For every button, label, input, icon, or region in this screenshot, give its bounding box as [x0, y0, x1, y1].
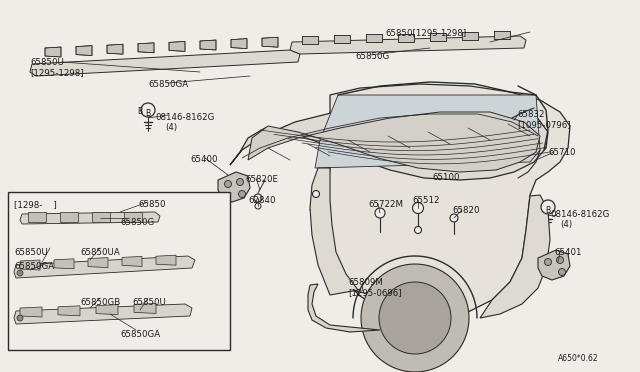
- Circle shape: [17, 270, 23, 276]
- Text: B: B: [145, 109, 150, 118]
- Text: 65100: 65100: [432, 173, 460, 182]
- Polygon shape: [88, 257, 108, 267]
- Circle shape: [255, 203, 261, 209]
- Text: 65820: 65820: [452, 206, 479, 215]
- Text: 65722M: 65722M: [368, 200, 403, 209]
- Polygon shape: [310, 168, 358, 295]
- Text: [1295-1298]: [1295-1298]: [30, 68, 84, 77]
- Text: 08146-8162G: 08146-8162G: [155, 113, 214, 122]
- Text: 65850: 65850: [138, 200, 166, 209]
- Text: 65401: 65401: [554, 248, 582, 257]
- Polygon shape: [14, 256, 195, 278]
- Polygon shape: [124, 212, 142, 222]
- Text: [1298-    ]: [1298- ]: [14, 200, 57, 209]
- Text: 65850U: 65850U: [30, 58, 64, 67]
- Text: A650*0.62: A650*0.62: [558, 354, 598, 363]
- Polygon shape: [538, 250, 570, 280]
- Text: [1095-0796]: [1095-0796]: [517, 120, 571, 129]
- Polygon shape: [92, 212, 110, 222]
- Polygon shape: [315, 95, 540, 168]
- Polygon shape: [14, 304, 192, 324]
- Circle shape: [237, 179, 243, 186]
- Circle shape: [141, 103, 155, 117]
- Polygon shape: [366, 34, 382, 42]
- Polygon shape: [156, 255, 176, 265]
- Polygon shape: [58, 306, 80, 316]
- Polygon shape: [200, 40, 216, 50]
- Polygon shape: [430, 33, 446, 41]
- Text: 65850G: 65850G: [355, 52, 389, 61]
- Polygon shape: [231, 39, 247, 49]
- Circle shape: [312, 190, 319, 198]
- Polygon shape: [20, 260, 40, 270]
- Circle shape: [225, 180, 232, 187]
- Polygon shape: [96, 305, 118, 315]
- Polygon shape: [54, 259, 74, 269]
- Polygon shape: [334, 35, 350, 43]
- Polygon shape: [398, 33, 414, 42]
- Circle shape: [375, 208, 385, 218]
- Text: (4): (4): [165, 123, 177, 132]
- Text: 65820E: 65820E: [245, 175, 278, 184]
- Polygon shape: [30, 50, 300, 76]
- Text: 65850GA: 65850GA: [120, 330, 160, 339]
- Text: (4): (4): [560, 220, 572, 229]
- Text: 65850U: 65850U: [14, 248, 48, 257]
- Polygon shape: [45, 47, 61, 57]
- Polygon shape: [122, 256, 142, 266]
- Text: B: B: [138, 108, 143, 116]
- Circle shape: [545, 259, 552, 266]
- Circle shape: [559, 269, 566, 276]
- Text: B: B: [545, 206, 550, 215]
- Polygon shape: [20, 212, 160, 224]
- Text: 65400: 65400: [190, 155, 218, 164]
- Text: 65850GA: 65850GA: [148, 80, 188, 89]
- Text: [1295-0696]: [1295-0696]: [348, 288, 402, 297]
- Bar: [8, 192, 230, 350]
- Circle shape: [413, 202, 424, 214]
- Circle shape: [557, 257, 563, 263]
- Circle shape: [254, 194, 262, 202]
- Polygon shape: [76, 46, 92, 55]
- Polygon shape: [169, 41, 185, 51]
- Polygon shape: [361, 264, 469, 372]
- Polygon shape: [462, 32, 478, 40]
- Polygon shape: [302, 36, 318, 44]
- Polygon shape: [138, 43, 154, 53]
- Polygon shape: [60, 212, 78, 222]
- Circle shape: [450, 214, 458, 222]
- Polygon shape: [328, 84, 570, 318]
- Text: 65850U: 65850U: [132, 298, 166, 307]
- Text: 65512: 65512: [412, 196, 440, 205]
- Polygon shape: [262, 37, 278, 47]
- Polygon shape: [248, 112, 540, 172]
- Text: 08146-8162G: 08146-8162G: [550, 210, 609, 219]
- Polygon shape: [134, 304, 156, 313]
- Text: 65850GA: 65850GA: [14, 262, 54, 271]
- Circle shape: [415, 227, 422, 234]
- Text: 65850GB: 65850GB: [80, 298, 120, 307]
- Text: 65832: 65832: [517, 110, 545, 119]
- Circle shape: [239, 190, 246, 198]
- Polygon shape: [20, 307, 42, 317]
- Circle shape: [17, 315, 23, 321]
- Text: 65710: 65710: [548, 148, 575, 157]
- Polygon shape: [480, 195, 550, 318]
- Text: 62840: 62840: [248, 196, 275, 205]
- Polygon shape: [379, 282, 451, 354]
- Polygon shape: [218, 172, 250, 202]
- Circle shape: [541, 200, 555, 214]
- Text: 65850[1295-1298]: 65850[1295-1298]: [385, 28, 466, 37]
- Polygon shape: [308, 284, 380, 332]
- Text: 65850G: 65850G: [120, 218, 154, 227]
- Polygon shape: [107, 44, 123, 54]
- Polygon shape: [28, 212, 46, 222]
- Polygon shape: [290, 36, 526, 54]
- Polygon shape: [494, 31, 510, 39]
- Text: 65850UA: 65850UA: [80, 248, 120, 257]
- Polygon shape: [230, 100, 548, 180]
- Text: 65809M: 65809M: [348, 278, 383, 287]
